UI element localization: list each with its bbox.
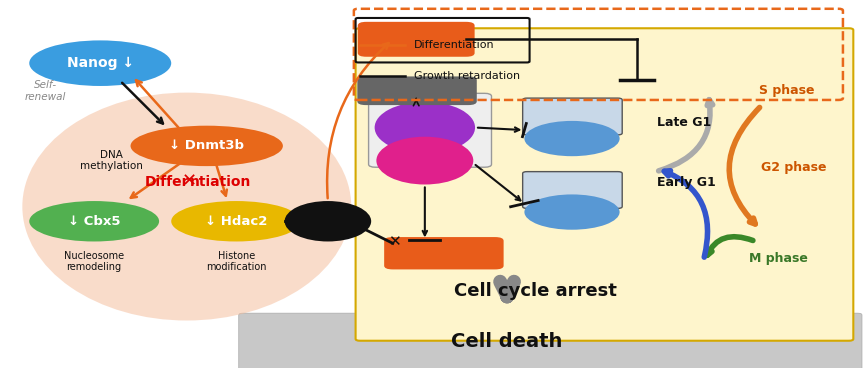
Ellipse shape: [23, 93, 351, 321]
Text: p14
ARF: p14 ARF: [412, 146, 438, 175]
Text: Nanog ↓: Nanog ↓: [67, 56, 134, 70]
Text: S phase: S phase: [759, 84, 814, 97]
Text: ↓ Hdac2: ↓ Hdac2: [205, 215, 267, 228]
Text: p21: p21: [397, 30, 435, 48]
Text: Histone
modification: Histone modification: [205, 251, 266, 272]
Text: ntiation: ntiation: [189, 175, 251, 189]
Ellipse shape: [29, 40, 171, 86]
FancyBboxPatch shape: [238, 313, 862, 369]
Text: ✕: ✕: [388, 234, 401, 249]
Ellipse shape: [171, 201, 301, 241]
Text: ↓ Dnmt3b: ↓ Dnmt3b: [169, 139, 244, 152]
FancyBboxPatch shape: [523, 172, 623, 208]
Text: Late G1: Late G1: [657, 115, 711, 128]
Ellipse shape: [376, 137, 473, 184]
Text: Growth retardation: Growth retardation: [414, 71, 519, 81]
Ellipse shape: [525, 194, 620, 230]
Text: Differ: Differ: [145, 175, 189, 189]
Text: Cyclin D
Cdk4: Cyclin D Cdk4: [548, 201, 596, 223]
Ellipse shape: [284, 201, 371, 241]
Text: Nucleosome
remodeling: Nucleosome remodeling: [64, 251, 124, 272]
Text: p16
INK4a: p16 INK4a: [405, 114, 445, 142]
Text: ✕: ✕: [302, 213, 315, 228]
FancyBboxPatch shape: [523, 98, 623, 135]
Text: ✕: ✕: [182, 172, 197, 190]
FancyBboxPatch shape: [384, 237, 504, 269]
Ellipse shape: [525, 121, 620, 156]
Text: p53: p53: [313, 214, 342, 228]
Ellipse shape: [29, 201, 160, 241]
Text: M phase: M phase: [749, 252, 808, 265]
Text: Cell cycle arrest: Cell cycle arrest: [454, 282, 617, 300]
Text: Cell death: Cell death: [452, 332, 563, 351]
Text: Early G1: Early G1: [657, 176, 715, 189]
Text: Cdkn2a ↑: Cdkn2a ↑: [385, 84, 449, 97]
Text: G2 phase: G2 phase: [760, 162, 826, 175]
FancyBboxPatch shape: [357, 76, 477, 105]
Text: ↓ Cbx5: ↓ Cbx5: [68, 215, 121, 228]
Text: DNA
methylation: DNA methylation: [80, 150, 143, 172]
Ellipse shape: [375, 102, 475, 153]
Text: Mdm2: Mdm2: [419, 246, 469, 261]
FancyBboxPatch shape: [368, 93, 492, 167]
Text: Self-
renewal: Self- renewal: [25, 80, 67, 101]
FancyBboxPatch shape: [358, 22, 474, 57]
FancyBboxPatch shape: [355, 28, 853, 341]
Text: Cyclin D
Cdk6: Cyclin D Cdk6: [548, 128, 596, 149]
Ellipse shape: [131, 126, 283, 166]
Text: Differentiation: Differentiation: [414, 40, 494, 50]
